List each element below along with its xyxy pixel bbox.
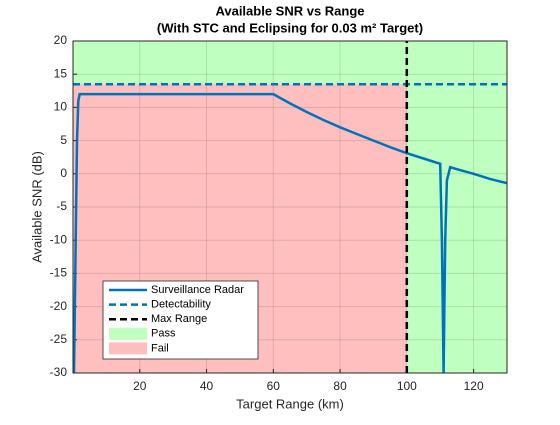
x-axis-label: Target Range (km) <box>236 396 344 411</box>
legend-label: Max Range <box>151 313 207 325</box>
axes-box <box>72 40 508 374</box>
y-tick-label: -5 <box>56 199 67 213</box>
x-tick-label: 60 <box>267 379 281 393</box>
y-tick-label: 5 <box>60 133 67 147</box>
y-tick-label: -10 <box>50 232 68 246</box>
y-axis-label: Available SNR (dB) <box>29 151 44 263</box>
y-tick-label: 15 <box>54 66 68 80</box>
x-tick-label: 100 <box>397 379 417 393</box>
y-tick-label: 10 <box>54 100 68 114</box>
legend-swatch <box>109 327 147 340</box>
x-tick-label: 20 <box>133 379 147 393</box>
x-tick-label: 80 <box>333 379 347 393</box>
chart-title: Available SNR vs Range <box>215 3 364 18</box>
x-tick-label: 120 <box>464 379 484 393</box>
legend-label: Surveillance Radar <box>151 284 244 296</box>
y-tick-label: -20 <box>50 299 68 313</box>
legend-label: Pass <box>151 328 176 340</box>
series-line <box>73 92 507 373</box>
y-tick-label: -25 <box>50 332 68 346</box>
x-tick-label: 40 <box>200 379 214 393</box>
y-tick-label: -15 <box>50 266 68 280</box>
legend-label: Fail <box>151 342 169 354</box>
legend-swatch <box>109 342 147 355</box>
chart-subtitle: (With STC and Eclipsing for 0.03 m² Targ… <box>157 20 423 35</box>
y-tick-label: 20 <box>54 33 68 47</box>
y-tick-label: 0 <box>60 166 67 180</box>
y-tick-label: -30 <box>50 365 68 379</box>
legend-label: Detectability <box>151 299 211 311</box>
